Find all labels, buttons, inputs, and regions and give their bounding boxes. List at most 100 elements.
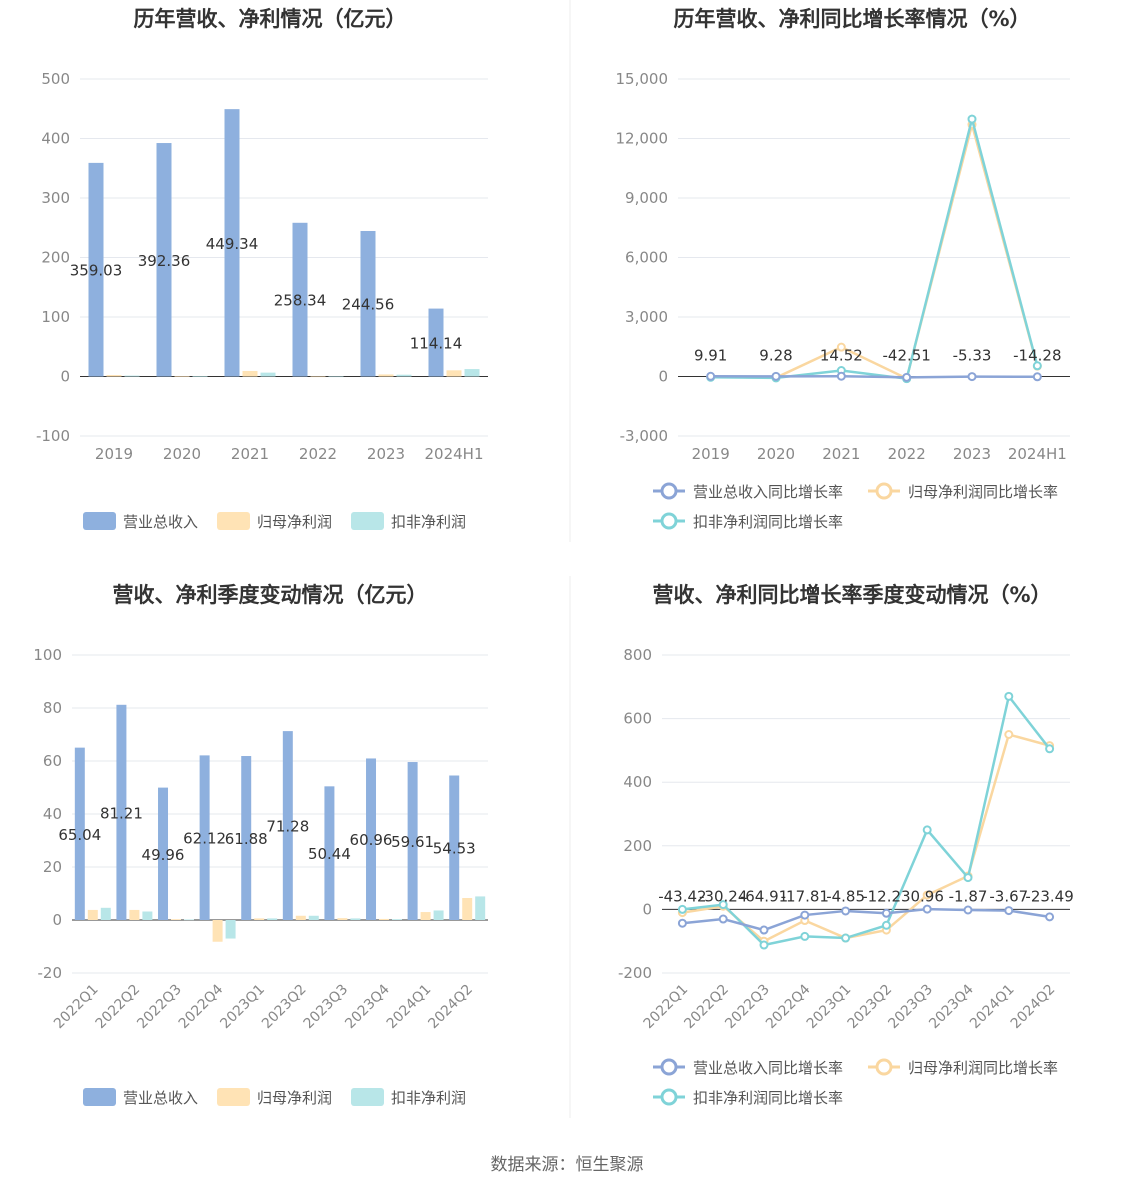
annual-amount-chart: 历年营收、净利情况（亿元） -100 0 100 200 300 400 500 359.03 3… bbox=[36, 7, 488, 531]
y-tick-label: -20 bbox=[38, 964, 63, 982]
data-label: 0.96 bbox=[910, 887, 943, 905]
data-label: 65.04 bbox=[58, 826, 101, 844]
legend-marker bbox=[660, 482, 678, 500]
bar-nonrec bbox=[142, 911, 153, 920]
x-tick-label: 2023Q4 bbox=[926, 981, 977, 1032]
bar-revenue bbox=[292, 222, 308, 377]
point-revenue_line bbox=[718, 914, 728, 924]
data-label: 392.36 bbox=[138, 252, 191, 270]
legend-label: 扣非净利润 bbox=[391, 1089, 466, 1107]
x-tick-label: 2023Q2 bbox=[845, 982, 896, 1033]
legend-marker bbox=[875, 1058, 893, 1076]
quarterly-amount-chart: 营收、净利季度变动情况（亿元） -20 0 20 40 60 80 100 65.04 81.21… bbox=[33, 583, 488, 1107]
chart-title: 历年营收、净利情况（亿元） bbox=[134, 7, 407, 31]
bar-parent bbox=[295, 915, 306, 920]
legend-swatch bbox=[351, 1088, 384, 1106]
x-tick-label: 2022Q2 bbox=[681, 982, 732, 1033]
data-label: 258.34 bbox=[274, 292, 327, 310]
point-revenue_line bbox=[759, 925, 769, 935]
y-tick-label: 0 bbox=[60, 368, 70, 386]
bar-revenue bbox=[88, 162, 104, 377]
point-nonrec_line bbox=[922, 825, 932, 835]
data-source-note: 数据来源：恒生聚源 bbox=[490, 1155, 644, 1175]
legend-swatch bbox=[351, 512, 384, 530]
bar-parent bbox=[462, 898, 473, 920]
bar-nonrec bbox=[100, 907, 111, 920]
y-tick-label: 200 bbox=[623, 837, 652, 855]
chart-title: 营收、净利季度变动情况（亿元） bbox=[113, 583, 428, 607]
legend-swatch bbox=[83, 512, 116, 530]
bar-nonrec bbox=[183, 919, 194, 921]
y-tick-label: 9,000 bbox=[625, 189, 668, 207]
bar-revenue bbox=[360, 230, 376, 377]
data-label: -4.85 bbox=[826, 887, 865, 905]
data-label: 81.21 bbox=[100, 804, 143, 822]
y-tick-label: 400 bbox=[41, 130, 70, 148]
y-tick-label: 20 bbox=[43, 858, 62, 876]
bar-revenue bbox=[449, 775, 460, 920]
point-nonrec_line bbox=[718, 900, 728, 910]
bar-revenue bbox=[407, 762, 418, 920]
legend-label: 归母净利润同比增长率 bbox=[908, 483, 1058, 501]
bar-revenue bbox=[74, 747, 85, 920]
x-tick-label: 2022Q4 bbox=[176, 981, 227, 1032]
point-revenue_line bbox=[881, 908, 891, 918]
x-tick-label: 2024Q1 bbox=[967, 982, 1018, 1033]
data-label: 449.34 bbox=[206, 235, 259, 253]
series-line-revenue_line bbox=[710, 374, 1038, 379]
x-tick-label: 2021 bbox=[231, 445, 269, 463]
legend-label: 归母净利润 bbox=[257, 513, 332, 531]
y-tick-label: 300 bbox=[41, 189, 70, 207]
data-label: -42.51 bbox=[882, 347, 930, 365]
data-label: -14.28 bbox=[1013, 347, 1061, 365]
legend-marker bbox=[660, 1058, 678, 1076]
point-revenue_line bbox=[706, 371, 716, 381]
point-parent_line bbox=[922, 890, 932, 900]
x-tick-label: 2019 bbox=[95, 445, 133, 463]
quarterly-growth-chart: 营收、净利同比增长率季度变动情况（%） -200 0 200 400 600 800 -43.… bbox=[618, 583, 1074, 1107]
chart-title: 营收、净利同比增长率季度变动情况（%） bbox=[652, 583, 1051, 607]
series-line-revenue_line bbox=[682, 907, 1050, 932]
data-label: 59.61 bbox=[391, 833, 434, 851]
legend-label: 扣非净利润同比增长率 bbox=[693, 1089, 843, 1107]
y-tick-label: 15,000 bbox=[616, 70, 669, 88]
point-revenue_line bbox=[922, 904, 932, 914]
data-label: -1.87 bbox=[949, 887, 988, 905]
x-tick-label: 2022 bbox=[299, 445, 337, 463]
point-nonrec_line bbox=[967, 114, 977, 124]
point-nonrec_line bbox=[963, 873, 973, 883]
legend-label: 扣非净利润同比增长率 bbox=[693, 513, 843, 531]
series-line-nonrec_line bbox=[682, 693, 1051, 947]
legend-label: 归母净利润同比增长率 bbox=[908, 1059, 1058, 1077]
point-revenue_line bbox=[677, 918, 687, 928]
data-label: 61.88 bbox=[225, 830, 268, 848]
bar-parent bbox=[212, 920, 223, 942]
data-label: -5.33 bbox=[953, 347, 992, 365]
y-tick-label: 80 bbox=[43, 699, 62, 717]
x-tick-label: 2023 bbox=[367, 445, 405, 463]
point-revenue_line bbox=[1045, 912, 1055, 922]
x-tick-label: 2024Q1 bbox=[384, 982, 435, 1033]
bar-parent bbox=[378, 374, 394, 377]
point-revenue_line bbox=[902, 372, 912, 382]
x-tick-label: 2021 bbox=[822, 445, 860, 463]
bar-parent bbox=[310, 376, 326, 378]
data-label: -43.42 bbox=[658, 887, 706, 905]
bar-nonrec bbox=[396, 374, 412, 377]
bar-parent bbox=[129, 909, 140, 920]
bar-nonrec bbox=[391, 919, 402, 920]
y-tick-label: 60 bbox=[43, 752, 62, 770]
bar-parent bbox=[446, 370, 462, 377]
data-label: -23.49 bbox=[1025, 887, 1073, 905]
bar-parent bbox=[254, 918, 265, 920]
point-revenue_line bbox=[841, 906, 851, 916]
bar-parent bbox=[171, 919, 181, 920]
y-tick-label: 12,000 bbox=[616, 130, 669, 148]
x-tick-label: 2022Q4 bbox=[763, 981, 814, 1032]
point-revenue_line bbox=[836, 371, 846, 381]
y-tick-label: 0 bbox=[52, 911, 62, 929]
x-tick-label: 2023Q3 bbox=[885, 982, 936, 1033]
legend-label: 营业总收入 bbox=[123, 513, 198, 531]
point-revenue_line bbox=[1032, 372, 1042, 382]
bar-nonrec bbox=[225, 920, 236, 939]
